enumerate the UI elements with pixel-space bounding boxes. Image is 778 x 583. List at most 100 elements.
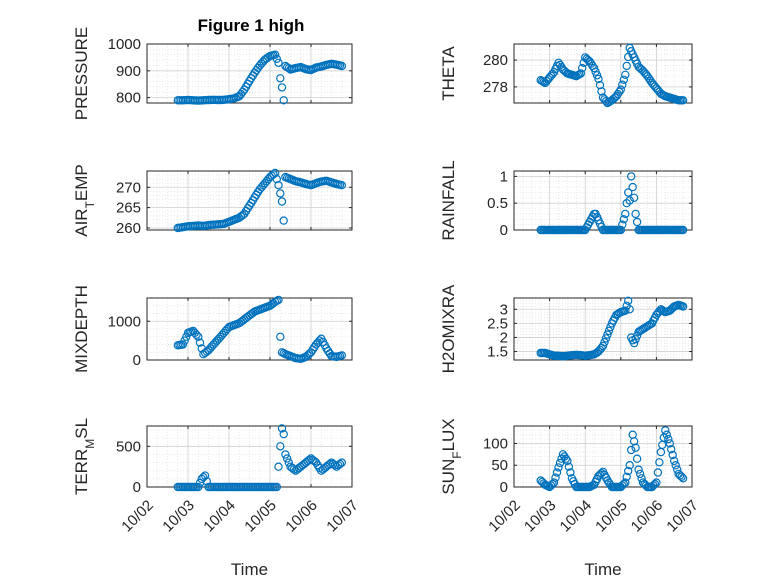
x-tick-label: 10/07 — [663, 497, 702, 536]
subplot-2: 278 280 THETA — [439, 43, 693, 108]
data-point — [279, 216, 288, 225]
y-tick-label: 0.5 — [487, 195, 508, 212]
data-point — [603, 330, 612, 339]
data-point — [632, 454, 642, 463]
y-axis-label: TERRMSL — [72, 418, 97, 495]
data-point — [619, 215, 629, 224]
data-point — [631, 335, 640, 344]
data-point — [667, 445, 676, 454]
data-point — [337, 180, 346, 190]
subplot-5: 0 1000 MIXDEPTH — [72, 285, 353, 373]
data-point — [606, 322, 615, 332]
y-tick-label: 280 — [483, 52, 508, 69]
data-point — [564, 462, 574, 471]
data-point — [335, 459, 345, 469]
data-point — [600, 338, 609, 347]
data-point — [621, 478, 630, 487]
data-point — [274, 295, 283, 305]
y-tick-label: 1000 — [108, 313, 141, 330]
x-tick-label: 10/06 — [628, 497, 667, 536]
x-tick-label: 10/02 — [485, 497, 524, 536]
y-axis-label: PRESSURE — [72, 27, 91, 121]
y-axis-label: H2OMIXRA — [439, 284, 458, 373]
data-point — [563, 456, 572, 466]
data-point — [274, 180, 283, 190]
data-point — [558, 450, 568, 459]
y-tick-label: 1000 — [108, 36, 141, 53]
y-axis-label: MIXDEPTH — [72, 285, 91, 373]
data-point — [178, 340, 188, 349]
y-tick-label: 0 — [133, 352, 141, 369]
data-point — [625, 461, 634, 470]
data-point — [624, 188, 633, 197]
data-point — [598, 341, 608, 351]
axes-box — [146, 43, 353, 104]
data-point — [546, 481, 556, 490]
data-point — [616, 225, 626, 235]
axes-box — [146, 297, 353, 361]
data-point — [677, 472, 686, 481]
data-point — [628, 182, 637, 192]
data-point — [658, 440, 667, 450]
data-point — [629, 193, 639, 202]
data-point — [276, 332, 285, 341]
y-tick-label: 900 — [116, 63, 141, 80]
data-point — [627, 445, 636, 455]
data-point — [281, 450, 290, 459]
data-point — [615, 87, 624, 97]
data-point — [619, 479, 629, 489]
data-point — [668, 450, 677, 460]
axes-box — [513, 425, 693, 488]
y-tick-label: 1.5 — [487, 344, 508, 361]
data-point — [337, 61, 346, 71]
data-point — [337, 351, 346, 360]
data-point — [631, 209, 640, 219]
data-point — [628, 430, 637, 439]
data-point — [597, 87, 606, 96]
data-point — [552, 468, 562, 477]
data-point — [665, 306, 675, 315]
x-tick-label: 10/05 — [241, 497, 280, 536]
data-point — [622, 472, 631, 481]
data-point — [653, 468, 663, 477]
data-point — [337, 458, 346, 467]
data-point — [629, 338, 639, 348]
data-point — [621, 306, 630, 315]
data-point — [631, 443, 640, 452]
x-tick-label: 10/04 — [200, 497, 239, 536]
figure-title: Figure 1 high — [198, 16, 305, 35]
y-tick-label: 0 — [133, 479, 141, 496]
data-point — [655, 458, 664, 467]
y-axis-label: SUNFLUX — [439, 418, 464, 494]
y-axis-label: AIRTEMP — [72, 164, 97, 237]
data-point — [272, 54, 281, 64]
data-point — [592, 348, 602, 357]
data-point — [180, 336, 189, 345]
data-point — [659, 307, 669, 316]
y-axis-label: RAINFALL — [439, 160, 458, 240]
y-tick-label: 800 — [116, 90, 141, 107]
data-point — [277, 424, 287, 433]
x-tick-label: 10/07 — [323, 497, 362, 536]
data-point — [678, 302, 688, 311]
data-point — [665, 439, 675, 448]
y-tick-label: 0 — [500, 222, 508, 239]
data-point — [194, 332, 203, 341]
data-point — [578, 63, 587, 73]
x-tick-label: 10/03 — [159, 497, 198, 536]
data-point — [632, 217, 642, 227]
data-point — [678, 474, 688, 483]
data-point — [592, 71, 602, 80]
data-point — [276, 442, 285, 451]
data-point — [601, 334, 611, 343]
data-point — [650, 479, 660, 489]
data-point — [664, 434, 673, 444]
subplot-3: 260 265 270 AIRTEMP — [72, 164, 353, 237]
x-tick-label: 10/05 — [592, 497, 631, 536]
data-point — [274, 462, 283, 471]
data-point — [576, 69, 586, 78]
data-point — [282, 454, 292, 463]
